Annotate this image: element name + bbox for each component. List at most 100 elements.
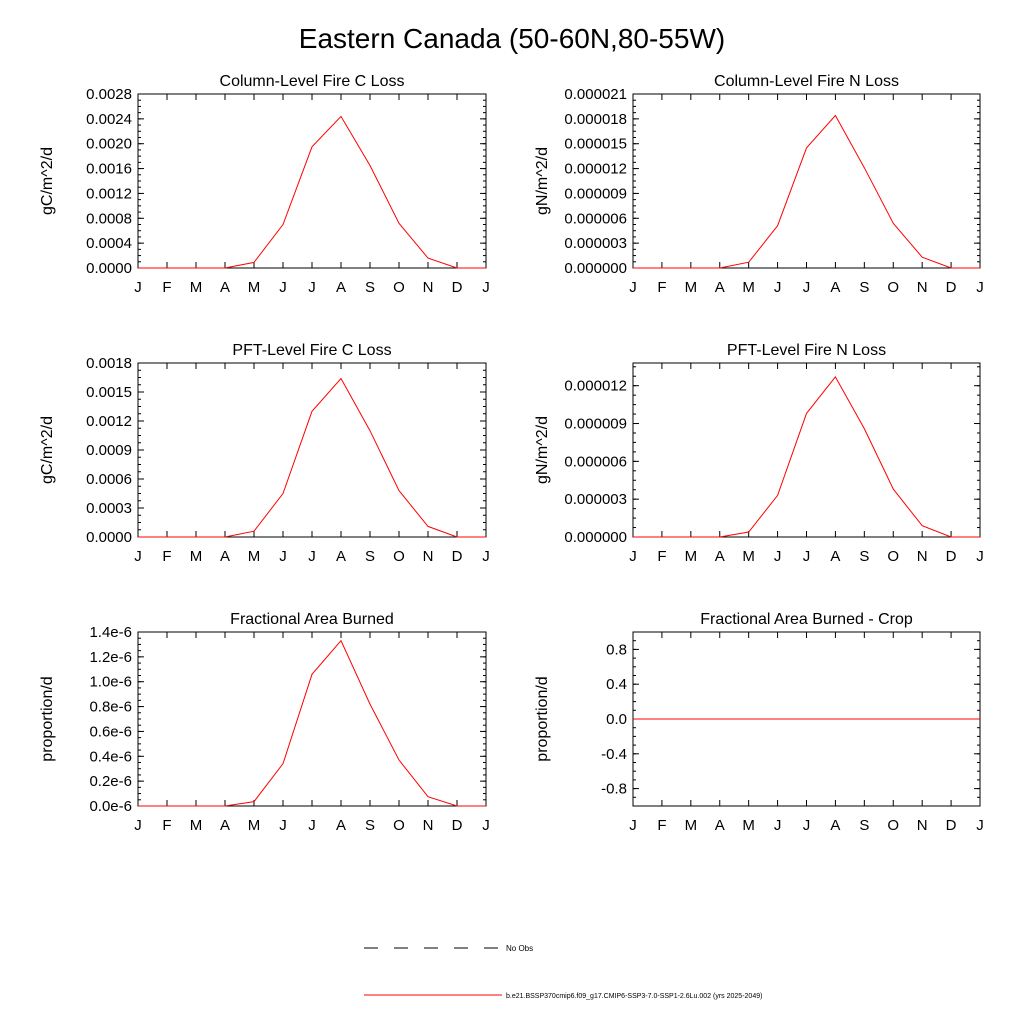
- x-tick-label: A: [830, 548, 840, 565]
- x-tick-label: F: [657, 279, 666, 296]
- x-tick-label: S: [859, 817, 869, 834]
- y-tick-label: 0.000000: [564, 529, 627, 546]
- series-line: [633, 114, 980, 269]
- x-tick-label: F: [657, 548, 666, 565]
- x-tick-label: J: [482, 817, 490, 834]
- x-tick-label: J: [134, 279, 142, 296]
- series-line: [138, 377, 486, 538]
- y-axis-label: gC/m^2/d: [39, 416, 56, 484]
- x-tick-label: N: [917, 279, 928, 296]
- x-tick-label: O: [393, 817, 405, 834]
- y-tick-label: 0.0020: [86, 136, 132, 153]
- x-tick-label: N: [423, 548, 434, 565]
- y-tick-label: 0.0000: [86, 260, 132, 277]
- y-tick-label: 0.4e-6: [89, 748, 132, 765]
- y-tick-label: 0.000012: [564, 161, 627, 178]
- x-tick-label: O: [887, 817, 899, 834]
- x-tick-label: J: [629, 817, 637, 834]
- x-tick-label: J: [482, 279, 490, 296]
- x-tick-label: D: [452, 548, 463, 565]
- x-tick-label: M: [742, 548, 755, 565]
- y-tick-label: 0.000006: [564, 453, 627, 470]
- x-tick-label: J: [134, 548, 142, 565]
- x-tick-label: J: [308, 279, 316, 296]
- y-tick-label: 0.000003: [564, 235, 627, 252]
- y-tick-label: 1.4e-6: [89, 624, 132, 641]
- panel-title: PFT-Level Fire N Loss: [727, 342, 886, 359]
- legend-model-label: b.e21.BSSP370cmip6.f09_g17.CMIP6-SSP3-7.…: [506, 993, 762, 1000]
- y-tick-label: 0.0016: [86, 161, 132, 178]
- y-tick-label: 0.0006: [86, 471, 132, 488]
- x-tick-label: J: [279, 548, 287, 565]
- x-tick-label: J: [308, 817, 316, 834]
- x-tick-label: M: [685, 279, 698, 296]
- y-tick-label: 0.2e-6: [89, 773, 132, 790]
- x-tick-label: D: [946, 817, 957, 834]
- y-tick-label: 0.0024: [86, 111, 132, 128]
- x-tick-label: J: [976, 279, 984, 296]
- x-tick-label: N: [917, 817, 928, 834]
- x-tick-label: J: [774, 548, 782, 565]
- y-tick-label: 0.000009: [564, 416, 627, 433]
- panel-title: Column-Level Fire C Loss: [220, 73, 405, 90]
- x-tick-label: J: [803, 279, 811, 296]
- x-tick-label: J: [803, 548, 811, 565]
- y-axis-label: proportion/d: [39, 676, 56, 761]
- x-tick-label: S: [365, 279, 375, 296]
- figure-title: Eastern Canada (50-60N,80-55W): [299, 23, 725, 54]
- x-tick-label: A: [220, 548, 230, 565]
- x-tick-label: A: [220, 279, 230, 296]
- y-tick-label: 0.0000: [86, 529, 132, 546]
- x-tick-label: J: [482, 548, 490, 565]
- x-tick-label: M: [190, 548, 203, 565]
- y-tick-label: 0.000009: [564, 185, 627, 202]
- x-tick-label: M: [190, 817, 203, 834]
- y-axis-label: gN/m^2/d: [534, 147, 551, 215]
- x-tick-label: A: [830, 817, 840, 834]
- y-tick-label: 0.0009: [86, 442, 132, 459]
- panel-title: Fractional Area Burned - Crop: [700, 611, 913, 628]
- panel-title: Fractional Area Burned: [230, 611, 394, 628]
- x-tick-label: A: [336, 817, 346, 834]
- y-tick-label: 0.000021: [564, 86, 627, 103]
- x-tick-label: D: [452, 279, 463, 296]
- x-tick-label: S: [859, 548, 869, 565]
- x-tick-label: A: [715, 817, 725, 834]
- x-tick-label: J: [774, 817, 782, 834]
- series-line: [633, 376, 980, 538]
- x-tick-label: M: [248, 817, 261, 834]
- plot-frame: [632, 362, 981, 538]
- x-tick-label: D: [946, 548, 957, 565]
- x-tick-label: M: [248, 279, 261, 296]
- x-tick-label: A: [336, 279, 346, 296]
- y-axis-label: proportion/d: [534, 676, 551, 761]
- panel-title: Column-Level Fire N Loss: [714, 73, 899, 90]
- x-tick-label: A: [715, 548, 725, 565]
- x-tick-label: O: [887, 279, 899, 296]
- plot-frame: [137, 631, 487, 807]
- y-tick-label: 1.0e-6: [89, 674, 132, 691]
- x-tick-label: M: [190, 279, 203, 296]
- y-axis-label: gN/m^2/d: [534, 416, 551, 484]
- panel-title: PFT-Level Fire C Loss: [232, 342, 391, 359]
- x-tick-label: J: [629, 279, 637, 296]
- x-tick-label: M: [685, 548, 698, 565]
- y-tick-label: 0.8e-6: [89, 699, 132, 716]
- x-tick-label: S: [365, 817, 375, 834]
- plot-frame: [137, 362, 487, 538]
- y-tick-label: 0.0018: [86, 355, 132, 372]
- y-tick-label: 0.0015: [86, 384, 132, 401]
- x-tick-label: O: [393, 279, 405, 296]
- y-tick-label: 0.0012: [86, 413, 132, 430]
- y-tick-label: 0.6e-6: [89, 723, 132, 740]
- x-tick-label: S: [859, 279, 869, 296]
- y-tick-label: 0.0012: [86, 185, 132, 202]
- legend: No Obs b.e21.BSSP370cmip6.f09_g17.CMIP6-…: [364, 944, 762, 1000]
- x-tick-label: F: [657, 817, 666, 834]
- x-tick-label: J: [629, 548, 637, 565]
- y-tick-label: 0.8: [606, 641, 627, 658]
